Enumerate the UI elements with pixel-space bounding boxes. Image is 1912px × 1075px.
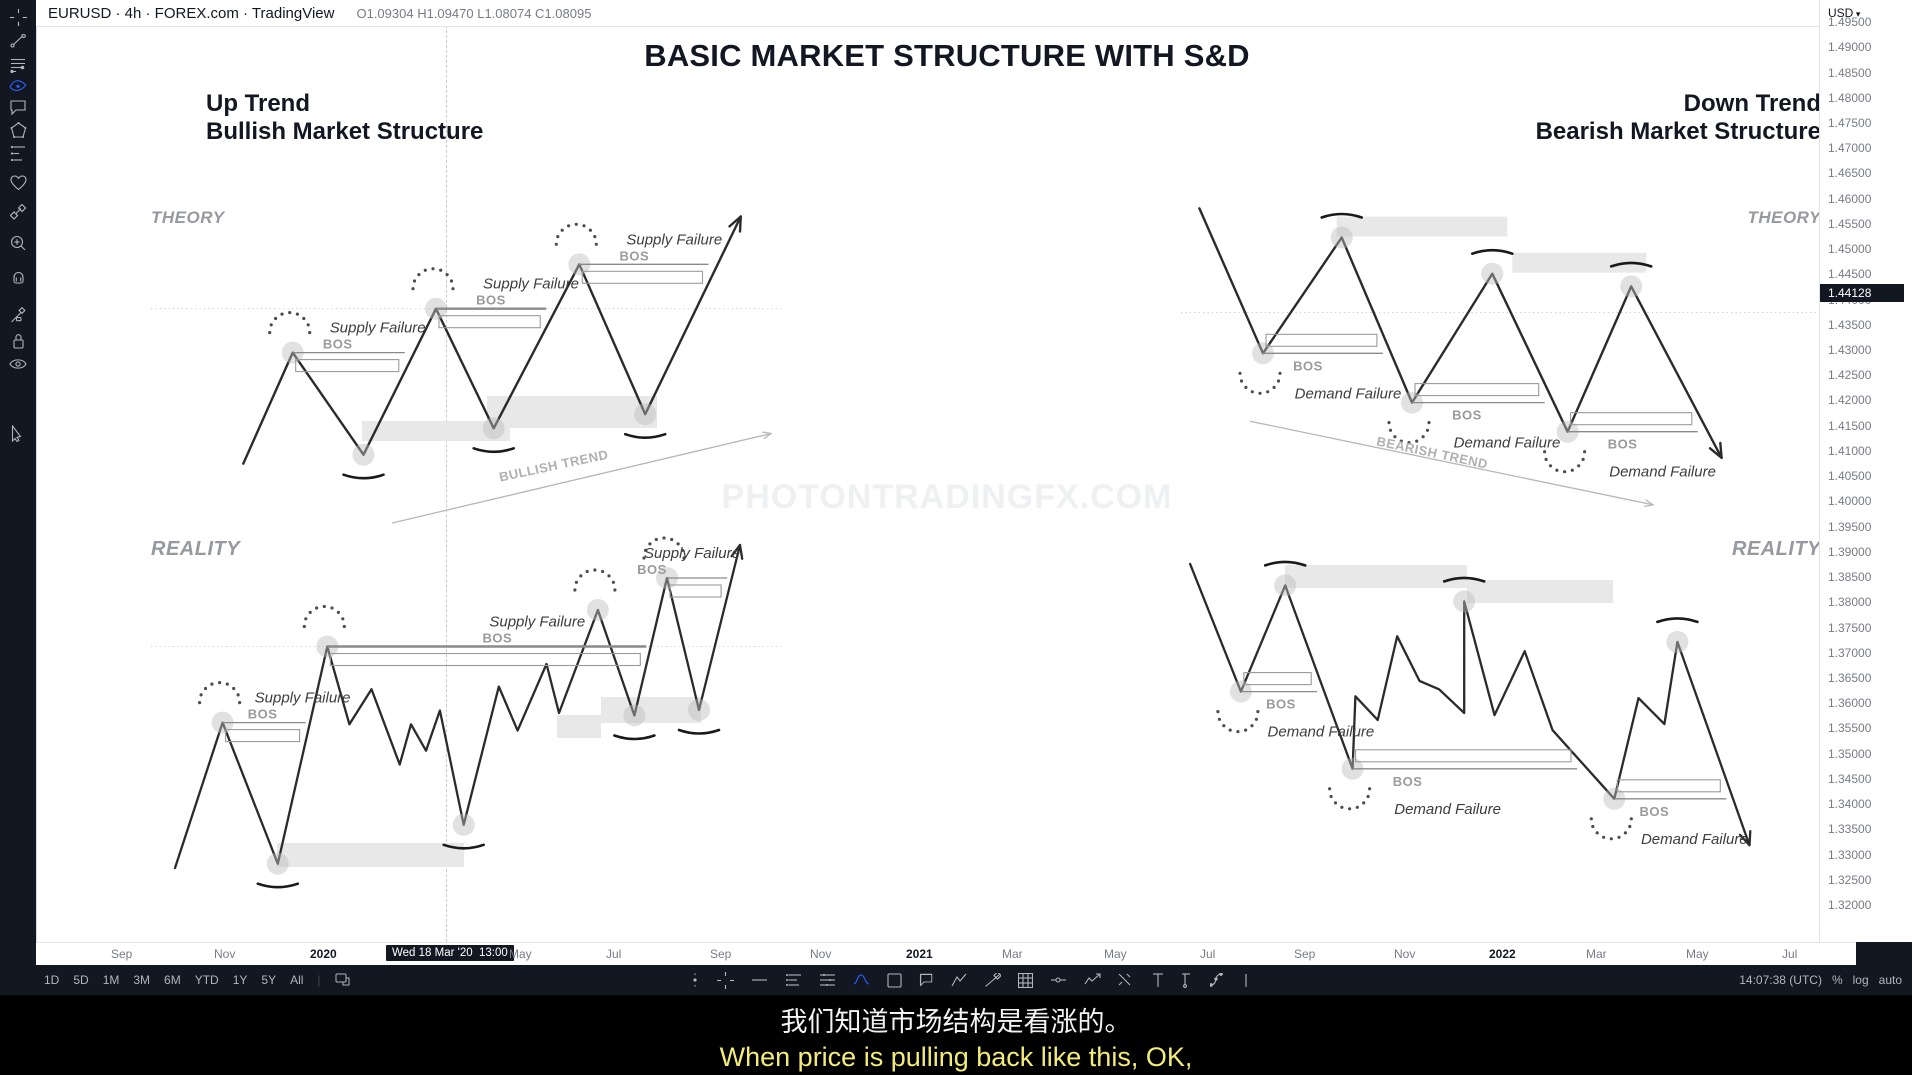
svg-text:BULLISH TREND: BULLISH TREND [498, 447, 610, 485]
svg-text:Supply Failure: Supply Failure [644, 545, 740, 562]
svg-text:Demand Failure: Demand Failure [1295, 385, 1402, 402]
svg-text:Demand Failure: Demand Failure [1394, 801, 1501, 818]
svg-text:BOS: BOS [248, 707, 278, 722]
svg-text:BOS: BOS [1393, 774, 1423, 789]
svg-text:BOS: BOS [1293, 358, 1323, 373]
svg-text:Supply Failure: Supply Failure [255, 690, 351, 707]
svg-text:BOS: BOS [637, 562, 667, 577]
svg-text:Demand Failure: Demand Failure [1641, 831, 1748, 848]
svg-text:Supply Failure: Supply Failure [626, 231, 722, 248]
svg-text:BOS: BOS [482, 631, 512, 646]
svg-text:Demand Failure: Demand Failure [1268, 724, 1375, 741]
svg-text:BOS: BOS [1608, 437, 1638, 452]
svg-text:Supply Failure: Supply Failure [489, 614, 585, 631]
svg-text:BOS: BOS [323, 337, 353, 352]
svg-text:BOS: BOS [1266, 697, 1296, 712]
svg-text:BOS: BOS [619, 248, 649, 263]
svg-text:Demand Failure: Demand Failure [1454, 435, 1561, 452]
svg-text:Demand Failure: Demand Failure [1609, 464, 1716, 481]
svg-text:BOS: BOS [1452, 408, 1482, 423]
svg-text:BOS: BOS [476, 293, 506, 308]
svg-text:Supply Failure: Supply Failure [483, 276, 579, 293]
svg-text:Supply Failure: Supply Failure [330, 320, 426, 337]
svg-text:BOS: BOS [1639, 804, 1669, 819]
